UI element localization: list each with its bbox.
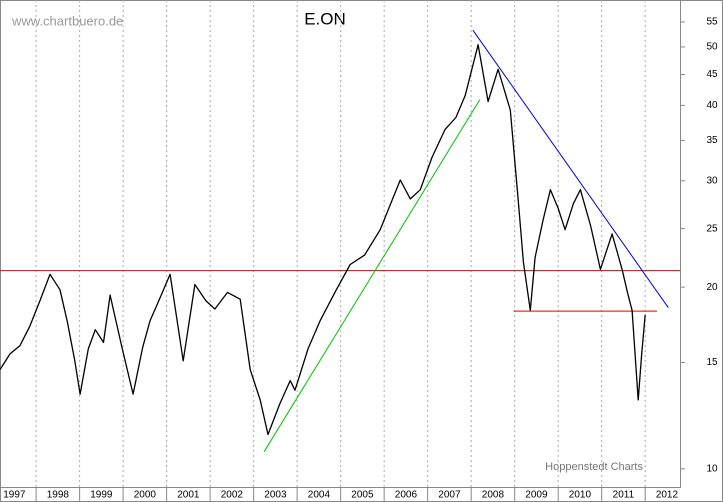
x-tick-label: 2000 [134,490,157,501]
trend-line [263,99,481,453]
watermark: www.chartbuero.de [11,13,123,28]
x-tick-label: 2005 [351,490,374,501]
x-tick-label: 2004 [308,490,331,501]
y-tick-label: 10 [706,463,718,474]
y-tick-label: 20 [706,282,718,293]
x-tick-label: 2011 [613,490,635,501]
y-tick-label: 50 [706,42,718,53]
y-tick-label: 55 [706,17,718,28]
trend-line [472,29,669,308]
y-tick-label: 45 [706,69,718,80]
x-tick-label: 2010 [569,490,592,501]
y-tick-label: 30 [706,175,718,186]
source-note: Hoppenstedt Charts [545,461,643,473]
x-tick-label: 2012 [656,490,679,501]
x-tick-label: 2008 [482,490,505,501]
x-tick-label: 2006 [395,490,418,501]
x-tick-label: 2001 [177,490,200,501]
y-tick-label: 25 [706,223,718,234]
x-tick-label: 2007 [438,490,461,501]
x-tick-label: 2009 [525,490,548,501]
x-tick-label: 1997 [3,490,26,501]
y-tick-label: 35 [706,135,718,146]
x-tick-label: 2002 [221,490,244,501]
chart-title: E.ON [304,9,346,28]
y-tick-label: 15 [706,357,718,368]
y-tick-label: 40 [706,100,718,111]
x-tick-label: 1998 [47,490,70,501]
x-tick-label: 2003 [264,490,287,501]
x-tick-label: 1999 [90,490,113,501]
price-line [0,44,646,436]
